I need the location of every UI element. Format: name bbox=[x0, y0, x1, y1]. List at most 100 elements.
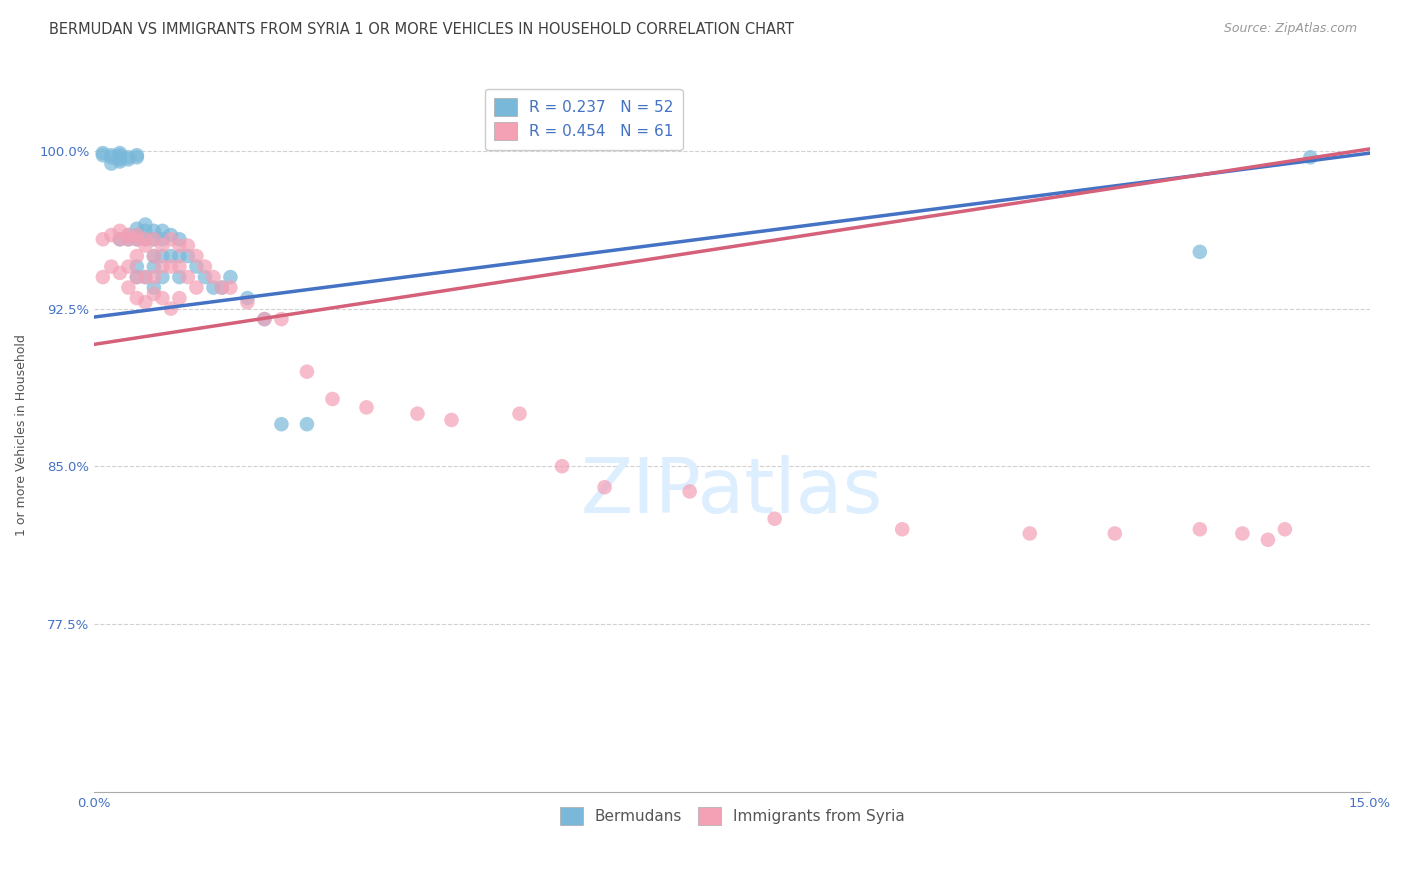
Point bbox=[142, 224, 165, 238]
Point bbox=[1299, 150, 1322, 164]
Point bbox=[117, 280, 139, 294]
Point bbox=[108, 266, 131, 280]
Point bbox=[134, 232, 156, 246]
Point bbox=[100, 156, 122, 170]
Legend: Bermudans, Immigrants from Syria: Bermudans, Immigrants from Syria bbox=[551, 797, 914, 834]
Point bbox=[108, 224, 131, 238]
Point bbox=[134, 270, 156, 285]
Point bbox=[219, 280, 242, 294]
Point bbox=[509, 407, 531, 421]
Point bbox=[100, 150, 122, 164]
Point bbox=[100, 260, 122, 274]
Point bbox=[253, 312, 276, 326]
Point bbox=[763, 512, 786, 526]
Point bbox=[177, 238, 200, 252]
Point bbox=[108, 232, 131, 246]
Point bbox=[117, 260, 139, 274]
Point bbox=[1274, 522, 1296, 536]
Point bbox=[440, 413, 463, 427]
Point bbox=[142, 286, 165, 301]
Point bbox=[108, 148, 131, 162]
Point bbox=[117, 232, 139, 246]
Point bbox=[551, 459, 574, 474]
Point bbox=[125, 270, 148, 285]
Point bbox=[236, 295, 259, 310]
Point bbox=[169, 291, 191, 305]
Point bbox=[117, 150, 139, 164]
Point bbox=[134, 238, 156, 252]
Point bbox=[1018, 526, 1040, 541]
Point bbox=[142, 232, 165, 246]
Point bbox=[125, 228, 148, 243]
Point bbox=[194, 270, 217, 285]
Point bbox=[1188, 522, 1211, 536]
Point bbox=[150, 249, 173, 263]
Point bbox=[134, 295, 156, 310]
Point bbox=[678, 484, 700, 499]
Point bbox=[117, 228, 139, 243]
Point bbox=[91, 146, 114, 161]
Point bbox=[406, 407, 429, 421]
Point bbox=[169, 260, 191, 274]
Point bbox=[117, 232, 139, 246]
Point bbox=[125, 260, 148, 274]
Point bbox=[134, 232, 156, 246]
Point bbox=[186, 260, 208, 274]
Point bbox=[160, 249, 183, 263]
Point bbox=[108, 153, 131, 167]
Point bbox=[125, 150, 148, 164]
Point bbox=[134, 224, 156, 238]
Point bbox=[91, 148, 114, 162]
Point bbox=[186, 280, 208, 294]
Point bbox=[142, 232, 165, 246]
Point bbox=[270, 417, 292, 432]
Point bbox=[142, 270, 165, 285]
Point bbox=[253, 312, 276, 326]
Point bbox=[356, 401, 378, 415]
Point bbox=[125, 232, 148, 246]
Point bbox=[125, 228, 148, 243]
Point bbox=[108, 154, 131, 169]
Point bbox=[169, 249, 191, 263]
Point bbox=[142, 249, 165, 263]
Point bbox=[160, 228, 183, 243]
Point bbox=[169, 270, 191, 285]
Point bbox=[142, 260, 165, 274]
Point bbox=[142, 280, 165, 294]
Point bbox=[177, 249, 200, 263]
Point bbox=[211, 280, 233, 294]
Point bbox=[125, 291, 148, 305]
Point bbox=[891, 522, 914, 536]
Point bbox=[150, 238, 173, 252]
Point bbox=[194, 260, 217, 274]
Point bbox=[125, 232, 148, 246]
Point bbox=[150, 270, 173, 285]
Point bbox=[108, 150, 131, 164]
Point bbox=[270, 312, 292, 326]
Point bbox=[321, 392, 343, 406]
Point bbox=[150, 260, 173, 274]
Point bbox=[125, 221, 148, 235]
Point bbox=[202, 280, 225, 294]
Point bbox=[1232, 526, 1254, 541]
Point bbox=[100, 228, 122, 243]
Point bbox=[125, 249, 148, 263]
Point bbox=[160, 301, 183, 316]
Point bbox=[134, 270, 156, 285]
Y-axis label: 1 or more Vehicles in Household: 1 or more Vehicles in Household bbox=[15, 334, 28, 535]
Point bbox=[134, 218, 156, 232]
Point bbox=[150, 224, 173, 238]
Point bbox=[219, 270, 242, 285]
Point bbox=[125, 270, 148, 285]
Point bbox=[117, 228, 139, 243]
Point bbox=[108, 146, 131, 161]
Point bbox=[186, 249, 208, 263]
Point bbox=[169, 238, 191, 252]
Point bbox=[117, 153, 139, 167]
Point bbox=[1188, 244, 1211, 259]
Point bbox=[125, 148, 148, 162]
Point bbox=[295, 417, 318, 432]
Text: ZIPatlas: ZIPatlas bbox=[581, 455, 883, 529]
Point bbox=[1104, 526, 1126, 541]
Point bbox=[91, 270, 114, 285]
